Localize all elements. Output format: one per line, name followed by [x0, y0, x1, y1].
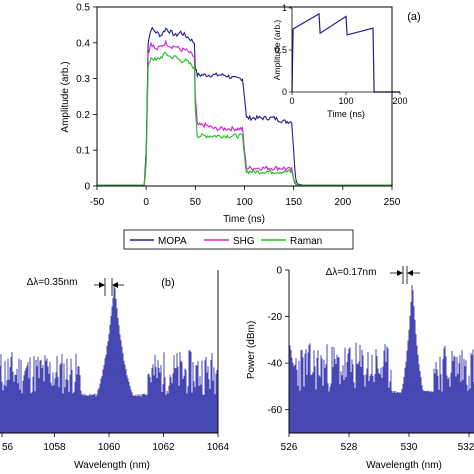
- legend-box: [123, 229, 354, 250]
- panel-a-x-tick-label: 100: [236, 197, 253, 208]
- panel-b-right-x-tick-label: 530: [401, 442, 418, 453]
- panel-a-inset: 0 100 200 00.51 Time (ns) Amplitude (arb.): [272, 3, 408, 119]
- panel-b-left-x-tick-label: 1062: [152, 442, 175, 453]
- panel-a-x-tick-label: 50: [190, 197, 202, 208]
- inset-y-tick-label: 0: [282, 87, 287, 97]
- panel-b-right-linewidth-annotation: Δλ=0.17nm: [326, 267, 377, 278]
- panel-a-y-tick-label: 0: [84, 182, 90, 193]
- inset-series-group: [291, 12, 400, 93]
- br-arrowhead-right: [407, 270, 413, 276]
- panel-a-y-tick-label: 0.2: [76, 110, 90, 121]
- panel-b-left: 56 1058 1060 1062 1064 Wavelength (nm) Δλ=0.…: [0, 270, 230, 471]
- panel-a-x-tick-label: 0: [143, 197, 149, 208]
- inset-x-tick-label: 200: [392, 96, 407, 106]
- panel-a-x-tick-label: -50: [90, 197, 105, 208]
- bl-arrowhead-left: [99, 282, 105, 288]
- panel-a-y-axis-label: Amplitude (arb.): [60, 61, 71, 132]
- inset-y-tick-label: 0.5: [274, 45, 287, 55]
- panel-b-left-x-tick-label: 1064: [207, 442, 230, 453]
- panel-a-y-tick-label: 0.5: [76, 3, 90, 14]
- panel-a-label: (a): [407, 11, 420, 23]
- panel-a-y-ticks: 0 0.1 0.2 0.3 0.4 0.5: [76, 3, 97, 193]
- panel-a-x-ticks: -50 0 50 100 150 200 250: [90, 186, 401, 208]
- panel-b-left-x-tick-label: 1060: [98, 442, 121, 453]
- panel-a-series-group: [97, 26, 392, 186]
- panel-a: -50 0 50 100 150 200 250 00.10.20.30.40.5 Time…: [60, 3, 421, 226]
- panel-b-right-y-axis-label: Power (dBm): [246, 321, 257, 379]
- panel-a-y-tick-label: 0.4: [76, 38, 90, 49]
- panel-b-right: 526 528 530 532 0-20-40-60 Wavelength (nm) …: [246, 266, 474, 471]
- panel-b-right-linewidth-markers: [390, 266, 420, 284]
- panel-a-y-tick-label: 0.1: [76, 146, 90, 157]
- inset-x-tick-label: 0: [289, 96, 294, 106]
- legend-entry-shg: SHG: [233, 236, 255, 247]
- panel-a-y-tick-label: 0.3: [76, 74, 90, 85]
- inset-x-ticks: 0 100 200: [289, 92, 408, 106]
- inset-x-tick-label: 100: [338, 96, 353, 106]
- legend-entry-mopa: MOPA: [158, 236, 187, 247]
- panel-b-left-x-axis-label: Wavelength (nm): [74, 460, 150, 471]
- panel-b-left-x-tick-label: 1058: [43, 442, 66, 453]
- panel-a-x-tick-label: 150: [285, 197, 302, 208]
- panel-b-left-linewidth-markers: [94, 278, 124, 296]
- panel-a-x-tick-label: 250: [384, 197, 401, 208]
- panel-b-left-x-ticks: 56 1058 1060 1062 1064: [1, 433, 230, 453]
- bl-arrowhead-right: [112, 282, 118, 288]
- inset-y-axis-label: Amplitude (arb.): [272, 20, 282, 81]
- panel-b-right-y-tick-label: -40: [268, 359, 283, 370]
- legend-entry-raman: Raman: [290, 236, 322, 247]
- panel-b-left-linewidth-annotation: Δλ=0.35nm: [27, 277, 78, 288]
- panel-b-right-spectrum-line: [288, 285, 474, 433]
- panel-b-left-x-tick-label: 56: [2, 442, 14, 453]
- panel-b-right-y-ticks: 0 -20 -40 -60: [268, 266, 289, 416]
- panel-a-x-tick-label: 200: [334, 197, 351, 208]
- panel-b-right-y-tick-label: -20: [268, 312, 283, 323]
- inset-y-ticks: 00.51: [274, 3, 292, 97]
- panel-b-right-y-tick-label: -60: [268, 405, 283, 416]
- panel-b-right-x-axis-label: Wavelength (nm): [366, 460, 442, 471]
- panel-b-right-y-tick-label: 0: [276, 266, 282, 277]
- legend: MOPA SHG Raman: [123, 229, 354, 250]
- panel-b-right-x-tick-label: 532: [458, 442, 474, 453]
- panel-a-series-raman: [97, 51, 392, 186]
- panel-b-right-x-tick-label: 528: [341, 442, 358, 453]
- panel-b-left-spectrum-line: [0, 285, 219, 433]
- panel-b-label: (b): [161, 277, 174, 289]
- inset-y-tick-label: 1: [282, 3, 287, 13]
- panel-a-x-axis-label: Time (ns): [223, 214, 265, 225]
- inset-series-line: [291, 12, 400, 93]
- panel-b-right-x-ticks: 526 528 530 532: [281, 433, 474, 453]
- inset-x-axis-label: Time (ns): [327, 109, 365, 119]
- panel-b-right-x-tick-label: 526: [281, 442, 298, 453]
- br-arrowhead-left: [397, 270, 403, 276]
